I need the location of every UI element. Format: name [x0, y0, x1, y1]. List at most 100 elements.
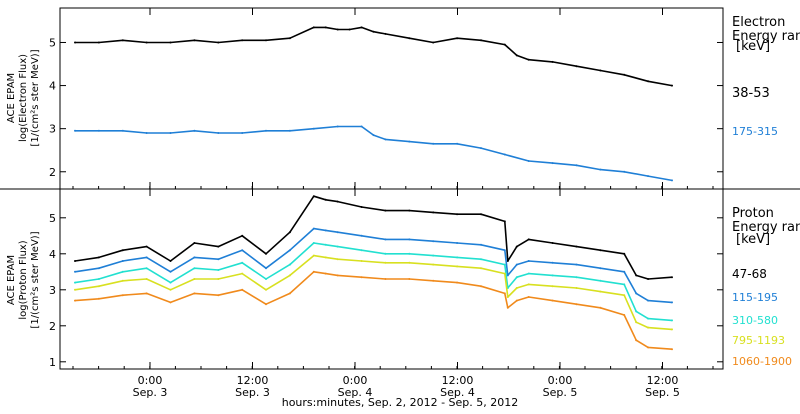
panel1-series-2-point: [599, 279, 602, 282]
panel0-series-0-point: [575, 65, 578, 68]
panel1-series-0-point: [312, 195, 315, 198]
panel1-series-3-point: [506, 296, 509, 298]
panel0-series-1-point: [288, 129, 291, 132]
panel1-series-2-point: [671, 319, 673, 322]
panel0-series-1-point: [384, 138, 387, 141]
panel0-series-1-point: [241, 132, 244, 134]
panel1-series-1-point: [169, 270, 172, 273]
panel1-series-3-point: [97, 285, 100, 288]
panel1-series-4-point: [671, 348, 673, 351]
panel1-series-4-point: [575, 303, 578, 306]
panel1-series-1-point: [647, 299, 650, 302]
panel1-series-2-point: [265, 278, 267, 280]
panel1-series-4-point: [324, 272, 327, 275]
panel1-series-1-point: [312, 227, 315, 230]
panel0-series-0-point: [288, 37, 291, 40]
panel1-series-4-point: [241, 288, 244, 291]
panel1-series-0-point: [193, 242, 196, 244]
panel1-series-3-point: [635, 321, 638, 324]
panel1-series-3-point: [145, 278, 148, 280]
x-tick-time-2: 0:00: [343, 374, 368, 387]
panel1-series-3-point: [193, 278, 196, 280]
series-layer: [74, 26, 673, 351]
panel1-series-2-point: [635, 310, 638, 313]
panel1-series-2-point: [324, 243, 327, 246]
panel1-series-0-point: [456, 213, 459, 216]
panel1-series-2-point: [97, 278, 100, 280]
panel1-series-1-point: [324, 229, 327, 232]
panel1-series-4-point: [515, 299, 518, 302]
panel1-series-1-point: [432, 240, 435, 243]
panel1-series-2-point: [456, 256, 459, 259]
panel0-series-0-point: [121, 39, 124, 42]
panel0-series-0-point: [74, 41, 76, 44]
panel1-series-2-point: [74, 281, 76, 284]
panel1-series-2-point: [575, 276, 578, 279]
panel0-series-0-point: [348, 28, 351, 31]
panel1-series-3-point: [575, 287, 578, 289]
panel1-series-0-point: [145, 245, 148, 248]
panel0-series-0-point: [432, 41, 435, 44]
panel1-ytick-label-1: 2: [49, 320, 56, 333]
panel1-series-2-point: [336, 245, 339, 248]
x-tick-date-2: Sep. 4: [338, 386, 373, 399]
panel1-series-0-point: [503, 220, 506, 223]
panel1-series-1-point: [74, 270, 76, 273]
panel1-series-1-point: [456, 242, 459, 244]
panel1-ytick-label-2: 3: [49, 284, 56, 297]
panel1-series-1-point: [527, 260, 530, 262]
panel1-series-4-point: [121, 294, 124, 297]
panel1-series-3-point: [671, 328, 673, 331]
x-tick-time-5: 12:00: [647, 374, 679, 387]
proton-legend-title-3: [keV]: [736, 232, 770, 247]
panel0-series-1-point: [97, 129, 100, 132]
x-tick-time-3: 12:00: [442, 374, 474, 387]
panel1-series-1-point: [384, 238, 387, 241]
panel0-series-0-point: [145, 41, 148, 44]
panel1-series-0-point: [324, 198, 327, 201]
x-tick-time-4: 0:00: [548, 374, 573, 387]
panel1-series-3-point: [217, 278, 220, 280]
panel1-series-4-point: [169, 301, 172, 304]
panel1-series-2-point: [312, 242, 315, 244]
panel1-series-4-point: [456, 281, 459, 284]
panel1-series-2-point: [145, 267, 148, 270]
panel1-series-2-point: [217, 269, 220, 271]
panel1-series-4-point: [384, 278, 387, 280]
panel0-series-0-point: [503, 43, 506, 46]
panel0-series-1-point: [647, 175, 650, 178]
panel1-series-4-point: [599, 306, 602, 309]
panel0-series-0-point: [551, 60, 554, 63]
panel1-series-0-point: [121, 249, 124, 252]
panel1-series-1-point: [121, 260, 124, 262]
panel0-series-0-point: [97, 41, 100, 44]
panel1-series-0-line: [74, 195, 673, 280]
panel1-series-2-point: [408, 252, 411, 255]
electron-ylabel-3: [1/(cm²s ster MeV)]: [30, 49, 41, 146]
panel1-series-0-point: [169, 260, 172, 262]
x-tick-date-1: Sep. 3: [235, 386, 270, 399]
panel1-series-1-point: [623, 270, 626, 273]
panel1-series-0-point: [623, 252, 626, 255]
panel0-series-0-point: [372, 30, 375, 33]
panel0-series-1-point: [527, 160, 530, 162]
panel1-ytick-label-3: 4: [49, 248, 56, 261]
x-tick-date-4: Sep. 5: [543, 386, 578, 399]
panel1-series-1-point: [145, 256, 148, 259]
panel0-series-1-point: [360, 125, 363, 128]
panel1-series-4-point: [432, 279, 435, 282]
panel1-series-3-point: [384, 261, 387, 264]
panel1-series-2-point: [121, 270, 124, 273]
panel1-series-3-point: [432, 263, 435, 266]
electron-legend-title-1: Electron: [732, 15, 785, 30]
panel1-series-3-point: [265, 288, 267, 291]
panel1-series-2-point: [647, 317, 650, 320]
panel0-series-0-point: [384, 32, 387, 35]
panel1-series-0-point: [647, 278, 650, 280]
panel0-series-0-line: [75, 26, 673, 87]
panel0-series-1-point: [503, 153, 506, 156]
panel1-series-4-point: [145, 292, 148, 295]
panel0-ytick-label-2: 4: [49, 80, 56, 93]
